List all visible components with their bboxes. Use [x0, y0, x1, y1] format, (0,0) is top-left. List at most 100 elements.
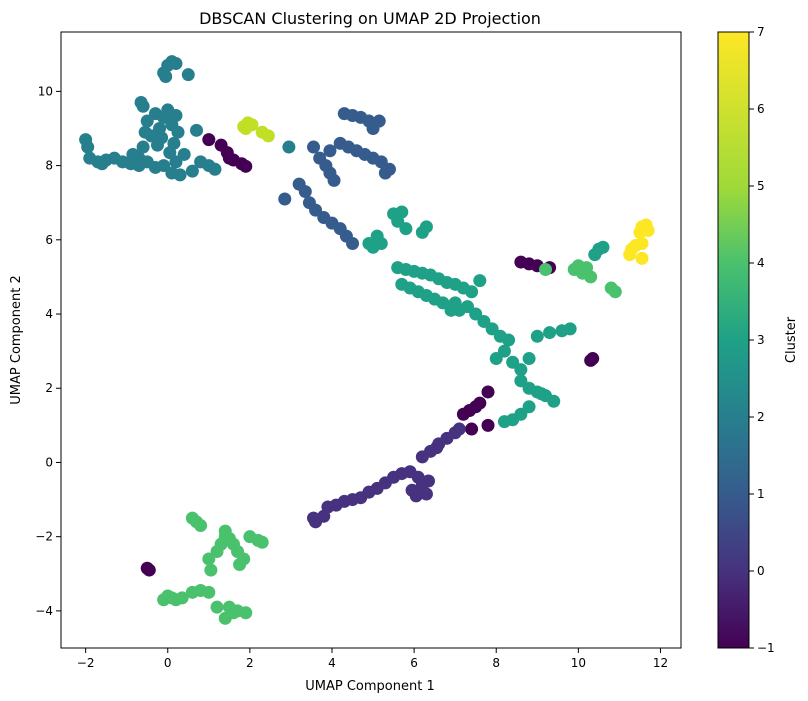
y-axis-label: UMAP Component 2 [9, 275, 24, 404]
x-tick-label: 2 [246, 656, 254, 670]
scatter-point-cluster-2 [181, 68, 195, 82]
x-tick-label: 10 [571, 656, 586, 670]
x-tick-label: 8 [492, 656, 500, 670]
scatter-point-cluster-3 [473, 274, 487, 288]
y-tick-label: 10 [38, 84, 53, 98]
scatter-point-cluster-2 [159, 70, 173, 84]
colorbar-tick-label: 7 [757, 25, 765, 39]
scatter-point-cluster-4 [210, 600, 224, 614]
scatter-point-cluster--1 [586, 352, 600, 366]
scatter-point-cluster-2 [136, 99, 150, 113]
scatter-point-cluster-0 [421, 474, 435, 488]
scatter-point-cluster-2 [136, 140, 150, 154]
scatter-point-cluster-0 [452, 422, 466, 436]
colorbar [717, 31, 750, 649]
scatter-point-cluster-4 [175, 591, 189, 605]
y-tick-label: −4 [35, 604, 53, 618]
scatter-point-cluster-2 [163, 146, 177, 160]
scatter-point-cluster-3 [563, 322, 577, 336]
scatter-point-cluster-3 [596, 240, 610, 254]
scatter-point-cluster-2 [177, 147, 191, 161]
scatter-point-cluster-3 [419, 220, 433, 234]
y-tick-label: 6 [45, 233, 53, 247]
scatter-point-cluster-4 [608, 285, 622, 299]
scatter-point-cluster-6 [239, 121, 253, 135]
x-tick-label: 12 [653, 656, 668, 670]
scatter-point-cluster-6 [261, 129, 275, 143]
scatter-point-cluster-3 [465, 285, 479, 299]
scatter-point-cluster--1 [465, 422, 479, 436]
scatter-point-cluster-2 [81, 140, 95, 154]
scatter-point-cluster-0 [419, 487, 433, 501]
scatter-point-cluster-4 [194, 519, 208, 533]
scatter-point-cluster-0 [405, 483, 419, 497]
scatter-point-cluster-4 [233, 558, 247, 572]
y-tick-label: −2 [35, 530, 53, 544]
colorbar-tick-label: 1 [757, 487, 765, 501]
scatter-point-cluster-4 [218, 524, 232, 538]
scatter-point-cluster-2 [282, 140, 296, 154]
x-axis: −2 0 2 4 6 8 10 12 [77, 648, 668, 670]
scatter-point-cluster-3 [497, 344, 511, 358]
scatter-point-cluster-2 [185, 164, 199, 178]
scatter-point-cluster-0 [430, 441, 444, 455]
scatter-point-cluster-4 [202, 585, 216, 599]
colorbar-ticks: −1 0 1 2 3 4 5 6 7 [749, 25, 775, 655]
scatter-point-cluster-3 [543, 326, 557, 340]
scatter-point-cluster-4 [157, 593, 171, 607]
scatter-point-cluster--1 [140, 561, 154, 575]
scatter-point-cluster-4 [204, 563, 218, 577]
scatter-point-cluster-1 [278, 192, 292, 206]
y-tick-label: 0 [45, 455, 53, 469]
scatter-point-cluster-3 [444, 303, 458, 317]
scatter-point-cluster--1 [239, 159, 253, 173]
scatter-point-cluster-4 [239, 606, 253, 620]
x-tick-label: 4 [328, 656, 336, 670]
scatter-point-cluster--1 [481, 385, 495, 399]
colorbar-tick-label: 5 [757, 179, 765, 193]
chart-title: DBSCAN Clustering on UMAP 2D Projection [199, 9, 541, 28]
colorbar-tick-label: 6 [757, 102, 765, 116]
x-tick-label: 0 [164, 656, 172, 670]
scatter-point-cluster-1 [307, 140, 321, 154]
colorbar-tick-label: 0 [757, 564, 765, 578]
scatter-point-cluster--1 [456, 407, 470, 421]
scatter-point-cluster-3 [547, 394, 561, 408]
scatter-point-cluster-4 [539, 262, 553, 276]
colorbar-tick-label: −1 [757, 641, 775, 655]
scatter-point-cluster-2 [126, 147, 140, 161]
scatter-point-cluster-2 [173, 168, 187, 182]
scatter-point-cluster-3 [502, 333, 516, 347]
scatter-point-cluster-3 [522, 400, 536, 414]
y-tick-label: 4 [45, 307, 53, 321]
scatter-point-cluster-2 [144, 129, 158, 143]
scatter-point-cluster-3 [374, 237, 388, 251]
scatter-point-cluster-1 [327, 173, 341, 187]
scatter-point-cluster-7 [635, 251, 649, 265]
y-axis: −4 −2 0 2 4 6 8 10 [35, 84, 61, 618]
scatter-point-cluster-7 [623, 248, 637, 262]
scatter-point-cluster-1 [378, 166, 392, 180]
scatter-point-cluster-3 [399, 222, 413, 236]
scatter-point-cluster-2 [95, 157, 109, 171]
scatter-point-cluster-4 [255, 535, 269, 549]
scatter-point-cluster-3 [534, 387, 548, 401]
scatter-point-cluster-3 [530, 329, 544, 343]
scatter-point-cluster-7 [633, 225, 647, 239]
colorbar-tick-label: 4 [757, 256, 765, 270]
x-tick-label: 6 [410, 656, 418, 670]
scatter-point-cluster--1 [481, 418, 495, 432]
scatter-point-cluster-2 [169, 108, 183, 122]
scatter-point-cluster-2 [189, 123, 203, 137]
y-tick-label: 8 [45, 159, 53, 173]
scatter-point-cluster-1 [298, 185, 312, 199]
x-tick-label: −2 [77, 656, 95, 670]
colorbar-label: Cluster [784, 316, 799, 363]
scatter-point-cluster-1 [372, 114, 386, 128]
scatter-point-cluster-1 [323, 144, 337, 158]
scatter-point-cluster-2 [171, 125, 185, 139]
scatter-point-cluster-3 [514, 363, 528, 377]
plot-frame [60, 31, 682, 649]
scatter-point-cluster-4 [226, 606, 240, 620]
